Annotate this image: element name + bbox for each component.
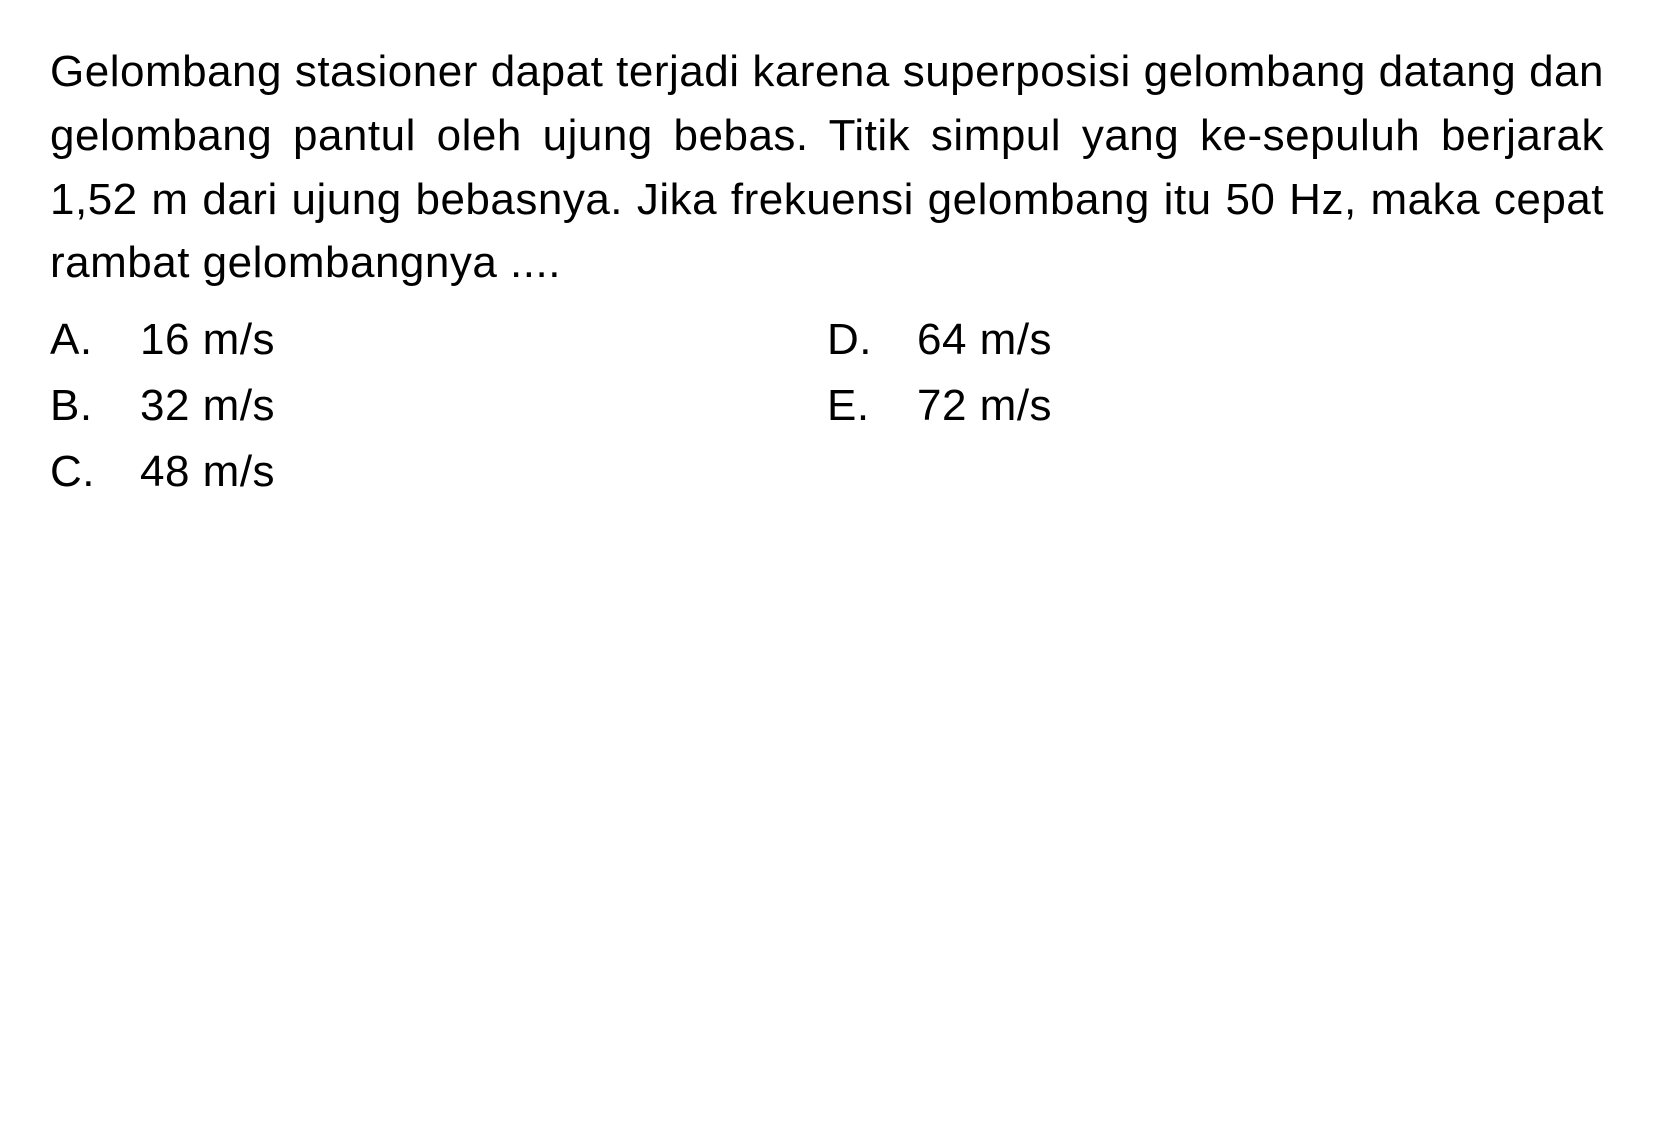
option-c-label: C.	[50, 439, 110, 505]
option-b: B. 32 m/s	[50, 373, 827, 439]
option-row-2: B. 32 m/s E. 72 m/s	[50, 373, 1604, 439]
option-d-value: 64 m/s	[887, 307, 1052, 373]
option-b-value: 32 m/s	[110, 373, 275, 439]
option-row-3: C. 48 m/s	[50, 439, 1604, 505]
option-a-value: 16 m/s	[110, 307, 275, 373]
option-d: D. 64 m/s	[827, 307, 1604, 373]
option-row-1: A. 16 m/s D. 64 m/s	[50, 307, 1604, 373]
options-container: A. 16 m/s D. 64 m/s B. 32 m/s E. 72 m/s …	[50, 307, 1604, 505]
option-a-label: A.	[50, 307, 110, 373]
question-text: Gelombang stasioner dapat terjadi karena…	[50, 40, 1604, 295]
option-a: A. 16 m/s	[50, 307, 827, 373]
option-c-value: 48 m/s	[110, 439, 275, 505]
option-e-label: E.	[827, 373, 887, 439]
option-e: E. 72 m/s	[827, 373, 1604, 439]
option-e-value: 72 m/s	[887, 373, 1052, 439]
option-c: C. 48 m/s	[50, 439, 827, 505]
option-d-label: D.	[827, 307, 887, 373]
option-b-label: B.	[50, 373, 110, 439]
